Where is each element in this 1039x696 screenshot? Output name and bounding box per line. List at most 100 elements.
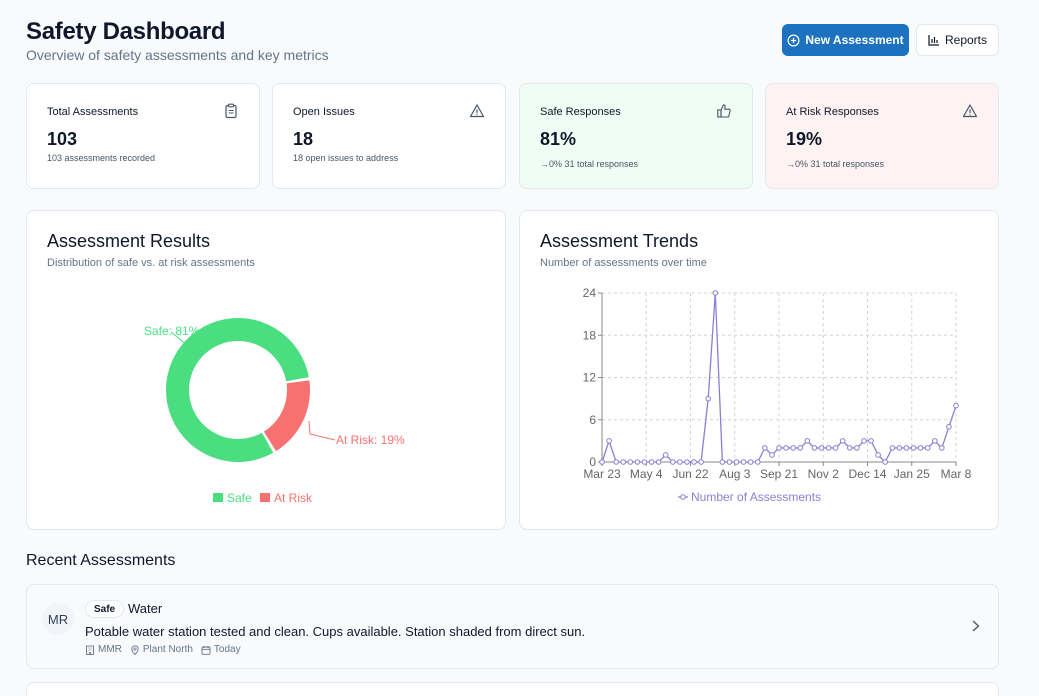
data-point: [733, 459, 740, 465]
data-point: [634, 459, 641, 465]
x-tick-label: Sep 21: [760, 467, 798, 481]
data-point: [670, 459, 676, 465]
assessment-trends-panel: Assessment Trends Number of assessments …: [519, 210, 999, 530]
legend-swatch: [213, 493, 223, 502]
data-point: [762, 445, 768, 451]
data-point: [896, 445, 903, 451]
stat-card-total-assessments: Total Assessments 103 103 assessments re…: [26, 83, 260, 189]
y-tick-label: 18: [583, 328, 597, 342]
status-badge: Safe: [85, 600, 125, 618]
assessment-title: Water: [128, 601, 163, 616]
x-tick-label: Mar 8: [941, 467, 972, 481]
date-meta: Today: [201, 644, 241, 655]
stat-card-open-issues: Open Issues 18 18 open issues to address: [272, 83, 506, 189]
stat-value: 18: [293, 129, 314, 149]
data-point: [726, 459, 733, 465]
stat-label: Total Assessments: [47, 106, 139, 118]
legend-label: Number of Assessments: [691, 490, 821, 504]
assessor-text: MMR: [98, 644, 122, 655]
new-assessment-button[interactable]: New Assessment: [782, 24, 909, 56]
bar-chart-icon: [928, 35, 939, 46]
data-label-leader: [170, 331, 188, 346]
donut-slice-safe: [166, 318, 309, 462]
assessment-description: Potable water station tested and clean. …: [85, 624, 586, 639]
assessment-results-panel: Assessment Results Distribution of safe …: [26, 210, 506, 530]
data-point: [684, 459, 690, 465]
page-title: Safety Dashboard: [26, 18, 226, 45]
data-point: [648, 459, 655, 465]
data-label: At Risk: 19%: [336, 433, 405, 447]
stat-note: →0% 31 total responses: [540, 159, 639, 169]
legend-swatch: [260, 493, 270, 502]
data-point: [861, 438, 867, 444]
page-subtitle: Overview of safety assessments and key m…: [26, 47, 329, 63]
calendar-icon: [201, 645, 211, 655]
data-label-leader: [308, 420, 336, 441]
data-point: [917, 445, 924, 451]
data-point: [931, 438, 938, 444]
location-meta: Plant North: [130, 644, 193, 655]
legend-label: Safe: [227, 491, 252, 505]
data-point: [832, 445, 839, 451]
x-tick-label: Jan 25: [894, 467, 930, 481]
data-point: [776, 445, 782, 451]
panel-title: Assessment Trends: [540, 231, 699, 251]
data-point: [953, 402, 959, 409]
x-tick-label: Dec 14: [848, 467, 886, 481]
y-tick-label: 6: [589, 413, 596, 427]
data-point: [698, 459, 704, 465]
stat-card-at-risk-responses: At Risk Responses 19% →0% 31 total respo…: [765, 83, 999, 189]
data-point: [655, 459, 662, 465]
stat-value: 81%: [540, 129, 577, 149]
donut-slice-at-risk: [263, 380, 311, 452]
data-point: [662, 452, 669, 458]
legend-marker: [680, 494, 686, 500]
chevron-right-icon[interactable]: [970, 619, 982, 633]
data-point: [712, 290, 719, 296]
stat-label: Safe Responses: [540, 106, 621, 118]
stat-label: At Risk Responses: [786, 106, 879, 118]
assessment-list-item[interactable]: [26, 682, 999, 696]
page-header: Safety Dashboard Overview of safety asse…: [26, 18, 999, 68]
location-text: Plant North: [142, 644, 193, 655]
plus-circle-icon: [787, 34, 800, 46]
legend-label: At Risk: [274, 491, 313, 505]
data-point: [804, 438, 811, 444]
data-point: [797, 445, 804, 451]
data-point: [924, 445, 931, 451]
y-tick-label: 24: [583, 286, 597, 300]
panel-subtitle: Number of assessments over time: [540, 257, 707, 269]
data-point: [606, 438, 612, 444]
avatar: MR: [42, 603, 74, 635]
data-point: [889, 445, 896, 451]
warning-icon: [469, 104, 485, 118]
stat-card-safe-responses: Safe Responses 81% →0% 31 total response…: [519, 83, 753, 189]
data-point: [946, 423, 952, 430]
data-point: [783, 445, 789, 451]
x-tick-label: Nov 2: [808, 467, 840, 481]
assessment-list-item[interactable]: MR Safe Water Potable water station test…: [26, 584, 999, 669]
x-tick-label: Aug 3: [719, 467, 751, 481]
data-label: Safe: 81%: [144, 324, 200, 338]
reports-label: Reports: [944, 33, 988, 47]
x-tick-label: May 4: [630, 467, 663, 481]
data-point: [705, 395, 711, 402]
data-point: [691, 459, 697, 465]
data-point: [677, 459, 683, 465]
map-pin-icon: [131, 644, 139, 655]
donut-chart: Safe: 81% At Risk: 19% Safe At Risk: [144, 318, 405, 505]
data-point: [790, 445, 796, 451]
data-point: [818, 445, 825, 451]
data-point: [811, 445, 818, 451]
x-tick-label: Mar 23: [583, 467, 621, 481]
clipboard-icon: [225, 103, 237, 119]
data-point: [910, 445, 917, 451]
data-point: [754, 459, 761, 465]
stat-note: 103 assessments recorded: [47, 153, 156, 163]
data-point: [719, 459, 726, 465]
panel-title: Assessment Results: [47, 231, 211, 251]
date-text: Today: [213, 644, 241, 655]
data-point: [825, 445, 832, 451]
line-chart: 0 6 12 18 24 Mar 23 May 4 Jun 22 Aug 3 Sep 21 Nov …: [583, 286, 972, 504]
reports-button[interactable]: Reports: [916, 24, 999, 56]
